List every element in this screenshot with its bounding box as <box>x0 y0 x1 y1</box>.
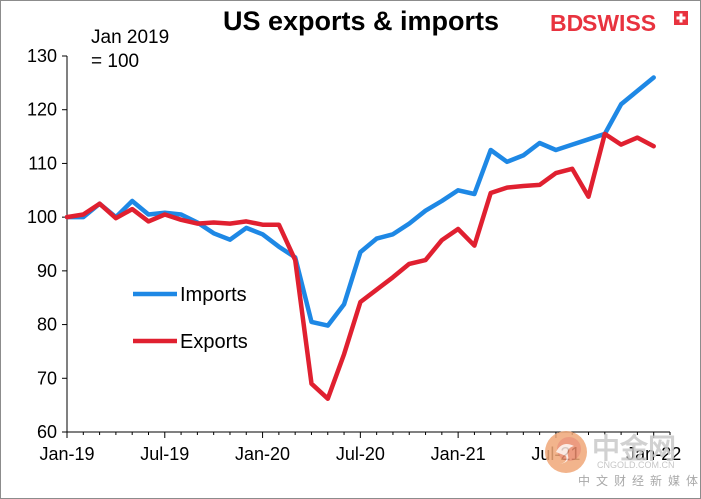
x-tick-label: Jan-20 <box>235 444 290 464</box>
index-note-line-2: = 100 <box>91 51 139 72</box>
x-tick-label: Jul-20 <box>336 444 385 464</box>
watermark-slogan: 中文财经新媒体 <box>578 473 701 488</box>
y-tick-label: 90 <box>37 261 57 281</box>
series-group <box>64 75 656 401</box>
x-tick-label: Jan-21 <box>431 444 486 464</box>
y-tick-label: 70 <box>37 368 57 388</box>
watermark: 中金网 CNGOLD.COM.CN 中文财经新媒体 <box>545 431 701 488</box>
x-tick-label: Jan-19 <box>39 444 94 464</box>
brand-logo-bd: BD <box>550 10 583 36</box>
y-tick-label: 100 <box>27 207 57 227</box>
brand-logo: BD SWISS <box>550 10 688 36</box>
series-line-exports <box>64 131 656 401</box>
y-tick-label: 110 <box>28 153 57 173</box>
y-axis-ticks: 60 70 80 90 100 110 120 130 <box>27 46 67 442</box>
x-tick-label: Jan-22 <box>626 444 681 464</box>
watermark-domain: CNGOLD.COM.CN <box>597 460 675 470</box>
watermark-name: 中金网 <box>592 432 676 464</box>
legend: Imports Exports <box>133 284 248 353</box>
x-tick-label: Jul-19 <box>140 444 189 464</box>
chart-title: US exports & imports <box>223 6 499 36</box>
series-line-imports <box>64 75 656 328</box>
y-tick-label: 80 <box>37 315 57 335</box>
index-note-line-1: Jan 2019 <box>91 27 169 48</box>
y-tick-label: 120 <box>27 100 57 120</box>
y-tick-label: 60 <box>37 422 57 442</box>
y-tick-label: 130 <box>27 46 57 66</box>
legend-label-imports: Imports <box>180 284 247 306</box>
brand-logo-swiss: SWISS <box>582 10 656 36</box>
legend-label-exports: Exports <box>180 331 248 353</box>
